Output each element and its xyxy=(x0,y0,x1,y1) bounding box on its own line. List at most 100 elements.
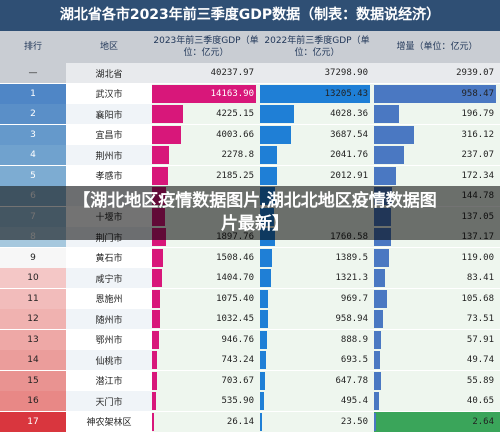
rank-cell: 2 xyxy=(0,104,66,124)
region-cell: 神农架林区 xyxy=(86,418,132,428)
gdp2022-cell-value: 969.7 xyxy=(340,293,368,304)
gdp2022-cell-value: 958.94 xyxy=(335,314,368,324)
gdp2023-cell xyxy=(152,268,260,288)
gdp2023-cell-value: 14163.90 xyxy=(210,88,254,99)
increase-cell xyxy=(374,288,500,309)
gdp2023-bar xyxy=(152,351,158,369)
gdp2022-cell-value: 495.4 xyxy=(340,396,368,406)
gdp2023-cell-value: 1032.45 xyxy=(216,314,254,324)
chart-title: 湖北省各市2023年前三季度GDP数据（制表：数据说经济） xyxy=(0,0,500,31)
increase-cell xyxy=(374,309,500,329)
rank-cell: 12 xyxy=(0,309,66,329)
gdp2022-cell xyxy=(260,329,374,350)
caption-overlay xyxy=(0,186,500,240)
gdp2022-cell xyxy=(260,350,374,370)
increase-cell-value: 196.79 xyxy=(461,109,494,119)
table-row: 4 荆州市 2278.8 2041.76 237.07 xyxy=(0,145,500,165)
gdp2023-cell xyxy=(152,350,260,370)
increase-cell-value: 2.64 xyxy=(472,416,494,427)
rank-cell: — xyxy=(0,63,66,83)
region-cell: 天门市 xyxy=(95,397,123,408)
gdp2022-cell xyxy=(260,165,374,186)
region-cell: 仙桃市 xyxy=(95,356,123,367)
increase-cell xyxy=(374,391,500,411)
table-row: 13 鄂州市 946.76 888.9 57.91 xyxy=(0,329,500,350)
gdp2023-cell-value: 535.90 xyxy=(221,396,254,406)
gdp2023-bar xyxy=(152,412,154,431)
table-row: 5 孝感市 2185.25 2012.91 172.34 xyxy=(0,165,500,186)
gdp2023-cell xyxy=(152,145,260,165)
rank-cell: 4 xyxy=(0,145,66,165)
gdp2022-bar xyxy=(260,248,272,267)
increase-cell xyxy=(374,350,500,370)
gdp2023-cell-value: 703.67 xyxy=(221,375,254,386)
region-cell: 鄂州市 xyxy=(95,336,123,346)
gdp2023-cell-value: 743.24 xyxy=(221,355,254,365)
gdp2023-bar xyxy=(152,371,158,390)
table-header: 排行 地区 2023年前三季度GDP（单位：亿元） 2022年前三季度GDP（单… xyxy=(0,31,500,63)
rank-cell: 11 xyxy=(0,288,66,309)
increase-cell-value: 55.89 xyxy=(466,375,494,386)
increase-cell xyxy=(374,247,500,268)
gdp2023-bar xyxy=(152,269,163,287)
gdp2022-cell-value: 23.50 xyxy=(340,416,368,427)
increase-bar xyxy=(374,125,415,144)
gdp2022-bar xyxy=(260,146,277,164)
region-cell: 孝感市 xyxy=(95,172,123,182)
header-gdp2023: 2023年前三季度GDP（单位：亿元） xyxy=(153,36,259,58)
increase-bar xyxy=(374,105,400,123)
gdp2023-cell xyxy=(152,391,260,411)
increase-cell-value: 172.34 xyxy=(461,170,494,181)
gdp2022-cell-value: 3687.54 xyxy=(330,129,368,140)
gdp2022-cell xyxy=(260,391,374,411)
table-row: 17 神农架林区 26.14 23.50 2.64 xyxy=(0,411,500,432)
gdp2023-bar xyxy=(152,146,169,164)
increase-cell-value: 40.65 xyxy=(466,396,494,406)
region-cell: 襄阳市 xyxy=(95,110,123,121)
gdp2023-cell-value: 1404.70 xyxy=(216,273,254,283)
increase-bar xyxy=(374,392,380,410)
increase-bar xyxy=(374,84,496,103)
table-row: 3 宜昌市 4003.66 3687.54 316.12 xyxy=(0,124,500,145)
overlay-caption: 【湖北地区疫情数据图片,湖北北地区疫情数据图片最新】 xyxy=(73,191,437,234)
increase-cell xyxy=(374,63,500,83)
gdp2023-cell xyxy=(152,370,260,391)
increase-cell-value: 105.68 xyxy=(461,293,494,304)
rank-cell: 14 xyxy=(0,350,66,370)
header-gdp2022: 2022年前三季度GDP（单位：亿元） xyxy=(264,36,370,58)
gdp2022-cell xyxy=(260,247,374,268)
gdp2022-bar xyxy=(260,392,265,410)
gdp2023-cell-value: 2185.25 xyxy=(216,170,254,181)
gdp2022-cell xyxy=(260,63,374,83)
rank-cell: 16 xyxy=(0,391,66,411)
gdp2022-cell-value: 1389.5 xyxy=(335,252,368,263)
gdp2022-cell xyxy=(260,411,374,432)
header-increase: 增量（单位：亿元） xyxy=(396,42,478,52)
gdp2022-bar xyxy=(260,412,262,431)
table-row: 15 潜江市 703.67 647.78 55.89 xyxy=(0,370,500,391)
gdp2022-bar xyxy=(260,269,271,287)
gdp2023-bar xyxy=(152,84,256,103)
increase-cell xyxy=(374,104,500,124)
gdp2022-bar xyxy=(260,289,269,308)
rank-cell: 1 xyxy=(0,83,66,104)
rank-cell: 17 xyxy=(0,411,66,432)
table-row: 11 恩施州 1075.40 969.7 105.68 xyxy=(0,288,500,309)
gdp2023-cell-value: 40237.97 xyxy=(210,68,254,78)
increase-bar xyxy=(374,166,396,185)
increase-cell-value: 57.91 xyxy=(466,334,494,345)
gdp2023-cell xyxy=(152,165,260,186)
table-row: 10 咸宁市 1404.70 1321.3 83.41 xyxy=(0,268,500,288)
region-cell: 随州市 xyxy=(95,315,123,326)
gdp2023-cell-value: 1508.46 xyxy=(216,252,254,263)
region-cell: 武汉市 xyxy=(95,90,123,100)
gdp2023-bar xyxy=(152,392,156,410)
rank-cell: 15 xyxy=(0,370,66,391)
rank-cell: 3 xyxy=(0,124,66,145)
gdp2022-cell-value: 647.78 xyxy=(335,375,368,386)
increase-cell xyxy=(374,268,500,288)
table-row: 9 黄石市 1508.46 1389.5 119.00 xyxy=(0,247,500,268)
rank-cell: 5 xyxy=(0,165,66,186)
gdp2022-bar xyxy=(260,371,266,390)
region-cell: 黄石市 xyxy=(95,254,123,264)
